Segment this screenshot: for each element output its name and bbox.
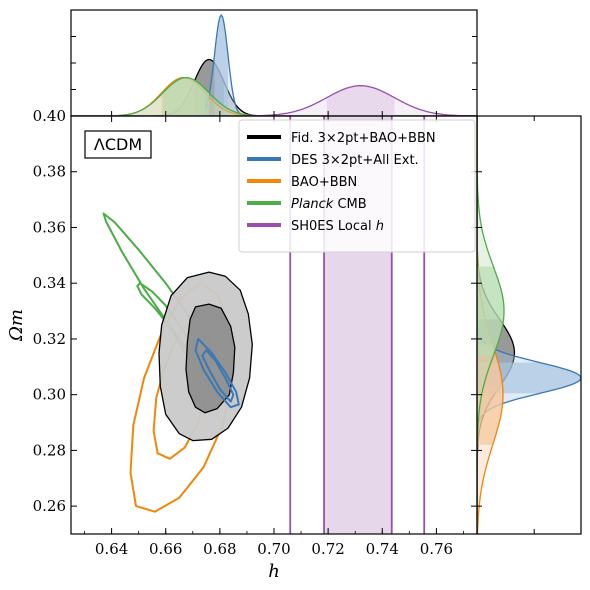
y-tick-label: 0.26: [33, 497, 66, 515]
top-sigma-sh0es-local-h: [326, 85, 395, 116]
y-axis-label: Ωm: [6, 309, 27, 342]
right-frame: [476, 115, 582, 535]
top-marginal-panel: [71, 13, 477, 116]
legend-label-planck-cmb: Planck CMB: [291, 197, 367, 212]
x-tick-label: 0.68: [203, 540, 236, 558]
y-tick-label: 0.40: [33, 107, 66, 125]
legend-label-fid-3-2pt-bao-bbn: Fid. 3×2pt+BAO+BBN: [291, 131, 436, 146]
x-tick-label: 0.64: [95, 540, 128, 558]
legend: Fid. 3×2pt+BAO+BBN DES 3×2pt+All Ext. BAO+…: [238, 119, 476, 253]
y-tick-label: 0.34: [33, 274, 66, 292]
x-tick-label: 0.70: [257, 540, 290, 558]
top-sigma-des-3-2pt-all-ext: [214, 15, 228, 116]
top-curve-des-3-2pt-all-ext: [71, 13, 477, 116]
axis-ticks: 0.64 0.66 0.68 0.70 0.72 0.74 0.76 0.26 0.28 0.30…: [33, 36, 535, 558]
right-sigma-planck-cmb: [477, 266, 504, 356]
x-tick-label: 0.76: [420, 540, 453, 558]
contour-68-fid-3-2pt-bao-bbn: [185, 303, 236, 414]
top-frame: [70, 9, 478, 117]
y-tick-label: 0.32: [33, 330, 66, 348]
x-axis-label: h: [268, 561, 280, 582]
top-fill-des-3-2pt-all-ext: [71, 15, 477, 116]
y-tick-label: 0.30: [33, 386, 66, 404]
x-tick-label: 0.74: [366, 540, 399, 558]
top-sigma-planck-cmb: [163, 77, 209, 116]
x-tick-label: 0.72: [311, 540, 344, 558]
top-curve-planck-cmb: [71, 76, 477, 116]
y-tick-label: 0.38: [33, 163, 66, 181]
legend-label-des-3-2pt-all-ext: DES 3×2pt+All Ext.: [291, 153, 419, 168]
legend-label-bao-bbn: BAO+BBN: [291, 175, 357, 190]
contour-68-des-3-2pt-all-ext: [201, 349, 235, 403]
legend-box: [238, 119, 476, 253]
y-tick-label: 0.36: [33, 218, 66, 236]
model-label: ΛCDM: [94, 135, 142, 154]
model-label-box: ΛCDM: [84, 130, 152, 159]
contour-95-des-3-2pt-all-ext: [194, 337, 240, 409]
y-tick-label: 0.28: [33, 441, 66, 459]
right-marginal-panel: [477, 116, 581, 534]
x-tick-label: 0.66: [149, 540, 182, 558]
legend-label-sh0es-local-h: SH0ES Local h: [291, 219, 384, 234]
right-sigma-bao-bbn: [477, 344, 503, 445]
